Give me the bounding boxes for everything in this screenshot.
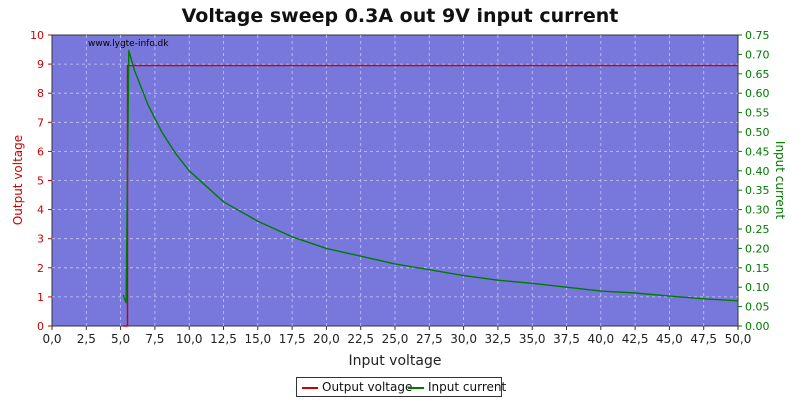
x-tick-label: 35,0 [519,332,546,346]
y-right-tick-label: 0.25 [745,223,770,236]
y-right-tick-label: 0.50 [745,126,770,139]
x-tick-label: 17,5 [279,332,306,346]
x-tick-label: 5,0 [111,332,130,346]
series-line-output-voltage [123,64,738,327]
y-right-tick-label: 0.00 [745,320,770,333]
x-tick-label: 25,0 [382,332,409,346]
x-axis-label: Input voltage [348,353,441,369]
y-right-tick-label: 0.40 [745,165,770,178]
x-tick-label: 37,5 [553,332,580,346]
chart-title: Voltage sweep 0.3A out 9V input current [182,5,619,27]
y-left-tick-label: 7 [37,116,44,129]
x-tick-label: 0,0 [42,332,61,346]
x-tick-label: 45,0 [656,332,683,346]
y-right-tick-label: 0.10 [745,281,770,294]
y-right-tick-label: 0.35 [745,184,770,197]
y-left-tick-label: 9 [37,58,44,71]
legend-label-input-current: Input current [428,380,507,394]
x-tick-label: 10,0 [176,332,203,346]
y-left-tick-label: 6 [37,145,44,158]
series-layer [122,49,739,327]
legend-label-output-voltage: Output voltage [322,380,413,394]
y-right-tick-label: 0.70 [745,48,770,61]
y-left-tick-label: 10 [30,29,44,42]
y-right-tick-label: 0.60 [745,87,770,100]
grid-lines [52,35,738,326]
y-axis-left-label: Output voltage [11,135,25,225]
x-tick-label: 50,0 [725,332,752,346]
legend-item-output-voltage: Output voltage [302,380,412,394]
y-right-tick-label: 0.55 [745,107,770,120]
y-right-tick-label: 0.45 [745,145,770,158]
x-tick-label: 40,0 [587,332,614,346]
legend-swatch-input-current [408,386,424,389]
x-tick-label: 42,5 [622,332,649,346]
y-right-tick-label: 0.05 [745,301,770,314]
y-right-tick-label: 0.75 [745,29,770,42]
y-right-tick-label: 0.65 [745,68,770,81]
x-tick-label: 2,5 [77,332,96,346]
x-tick-label: 7,5 [145,332,164,346]
legend-item-input-current: Input current [408,380,506,394]
y-left-tick-label: 1 [37,291,44,304]
y-right-tick-label: 0.15 [745,262,770,275]
y-left-tick-label: 5 [37,175,44,188]
x-tick-label: 27,5 [416,332,443,346]
y-left-tick-label: 0 [37,320,44,333]
y-right-tick-label: 0.30 [745,204,770,217]
y-axis-right-label: Input current [773,141,787,219]
x-tick-label: 32,5 [485,332,512,346]
x-tick-label: 20,0 [313,332,340,346]
y-left-tick-label: 4 [37,204,44,217]
watermark-text: www.lygte-info.dk [88,39,169,49]
legend-swatch-output-voltage [302,386,318,389]
x-tick-label: 22,5 [347,332,374,346]
x-tick-label: 15,0 [244,332,271,346]
y-left-tick-label: 2 [37,262,44,275]
x-tick-label: 12,5 [210,332,237,346]
series-line-input-current [122,49,739,304]
y-left-tick-label: 3 [37,233,44,246]
chart-legend: Output voltage Input current [296,377,506,397]
x-tick-label: 47,5 [690,332,717,346]
x-tick-label: 30,0 [450,332,477,346]
y-right-tick-label: 0.20 [745,242,770,255]
y-left-tick-label: 8 [37,87,44,100]
axes: 0,0 2,5 5,0 7,5 10,0 12,5 15,0 17,5 20,0 22,5 25,0… [30,29,770,346]
